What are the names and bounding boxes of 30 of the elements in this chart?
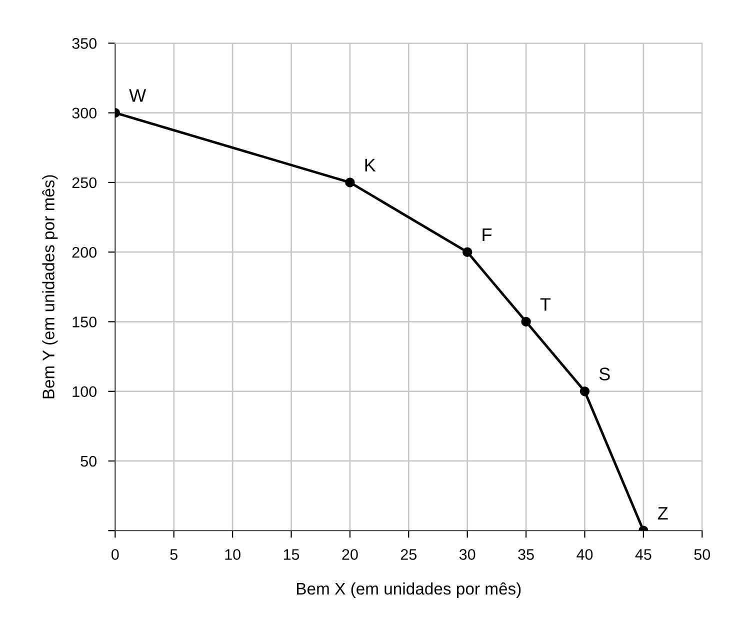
- point: [345, 178, 355, 188]
- y-tick-label: 300: [72, 108, 97, 119]
- annotation: T: [540, 298, 551, 311]
- x-tick-label: 5: [170, 549, 178, 560]
- x-tick-label: 45: [635, 549, 652, 560]
- x-tick-label: 0: [112, 549, 119, 560]
- y-tick-label: 250: [72, 177, 97, 188]
- y-tick-label: 100: [72, 386, 97, 398]
- annotation: Z: [658, 507, 668, 520]
- x-tick-label: 20: [342, 549, 358, 560]
- y-tick-label: 50: [80, 456, 97, 467]
- x-tick-label: 10: [225, 549, 240, 560]
- annotation: S: [599, 368, 610, 380]
- y-tick-label: 200: [72, 246, 97, 258]
- y-tick-label: 350: [72, 38, 97, 49]
- x-tick-label: 30: [459, 549, 476, 560]
- point: [580, 386, 590, 396]
- y-axis-title: Bem Y (em unidades por mês): [42, 175, 58, 398]
- annotation: F: [482, 228, 492, 241]
- x-tick-label: 15: [284, 549, 300, 560]
- point: [462, 247, 472, 257]
- point: [521, 316, 531, 327]
- x-axis-title: Bem X (em unidades por mês): [297, 582, 521, 598]
- annotation: K: [365, 158, 376, 172]
- x-tick-label: 35: [518, 549, 534, 560]
- y-tick-label: 150: [72, 316, 97, 328]
- x-tick-label: 40: [576, 549, 593, 560]
- x-tick-label: 50: [694, 549, 710, 560]
- annotation: W: [129, 89, 146, 102]
- x-tick-label: 25: [400, 549, 417, 560]
